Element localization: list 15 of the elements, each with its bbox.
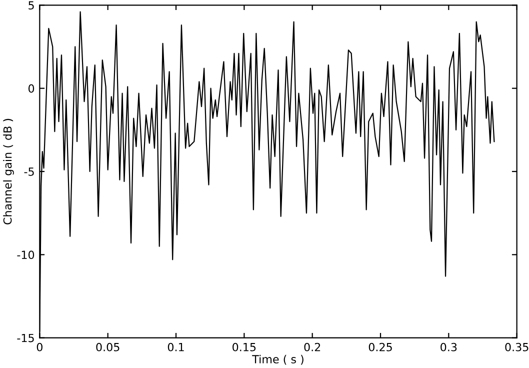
x-tick-label: 0 (36, 342, 42, 352)
y-tick-label: -5 (24, 168, 34, 176)
y-tick-label: -10 (17, 250, 34, 260)
y-tick-label: 5 (28, 1, 34, 10)
x-tick-label: 0.25 (368, 342, 392, 352)
y-tick-label: 0 (28, 84, 34, 93)
x-tick-label: 0.15 (232, 342, 256, 352)
y-tick-label: -15 (17, 334, 34, 342)
x-tick-label: 0.3 (440, 342, 457, 352)
y-axis-title: Channel gain ( dB ) (3, 118, 14, 224)
x-tick-label: 0.2 (304, 342, 320, 352)
x-tick-label: 0.35 (505, 342, 528, 352)
x-tick-label: 0.05 (96, 342, 120, 352)
x-tick-label: 0.1 (168, 342, 184, 352)
x-axis-title: Time ( s ) (252, 354, 304, 365)
